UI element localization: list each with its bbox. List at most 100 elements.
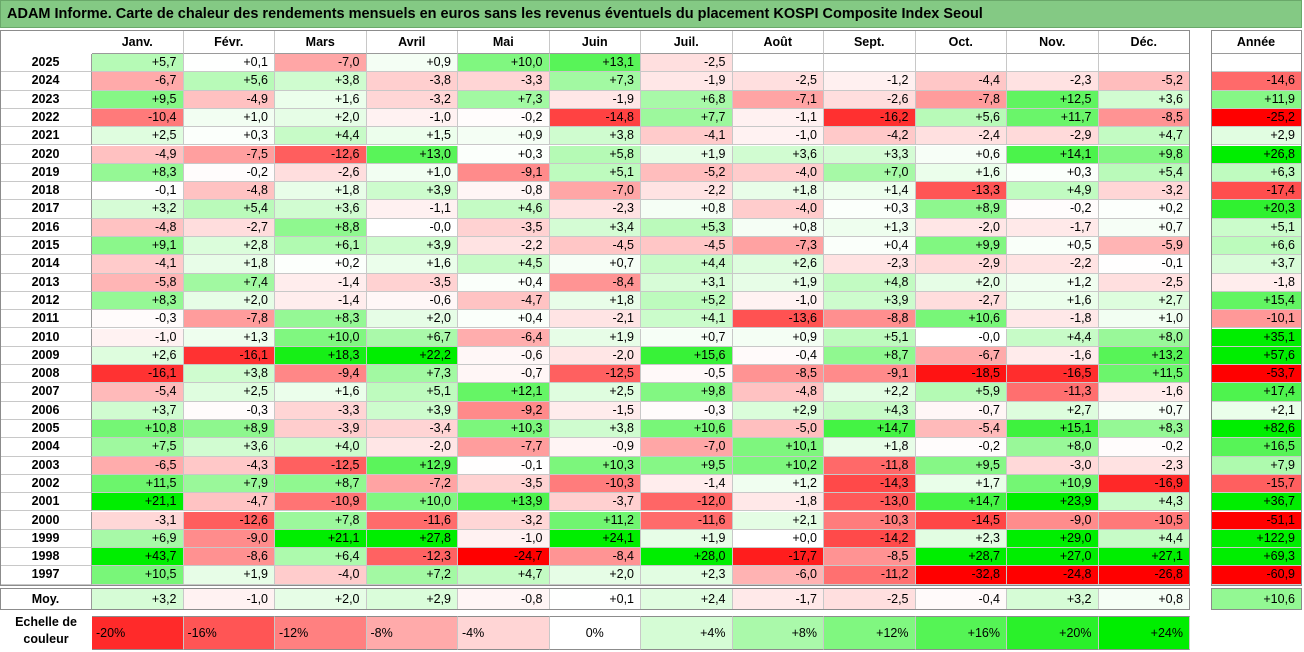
heatmap-cell: +15,1 bbox=[1007, 420, 1099, 439]
heatmap-cell: +0,5 bbox=[1007, 237, 1099, 256]
heatmap-cell: +0,9 bbox=[458, 127, 550, 146]
average-cell: +3,2 bbox=[92, 587, 184, 610]
average-cell: -1,0 bbox=[183, 587, 275, 610]
heatmap-cell: +7,5 bbox=[92, 438, 184, 457]
heatmap-cell: +28,7 bbox=[915, 548, 1007, 567]
heatmap-cell: -1,4 bbox=[641, 474, 733, 494]
heatmap-cell: +1,9 bbox=[641, 145, 733, 164]
heatmap-cell: +1,0 bbox=[1098, 310, 1190, 329]
heatmap-cell: -0,0 bbox=[915, 328, 1007, 347]
heatmap-cell: +27,1 bbox=[1098, 548, 1190, 567]
heatmap-cell: +0,2 bbox=[275, 255, 367, 274]
heatmap-cell: -3,4 bbox=[366, 420, 458, 439]
heatmap-cell: +1,4 bbox=[824, 182, 916, 201]
annual-cell: -60,9 bbox=[1211, 566, 1302, 585]
heatmap-cell: +10,3 bbox=[458, 420, 550, 439]
heatmap-cell: +0,6 bbox=[915, 145, 1007, 164]
heatmap-cell: +0,3 bbox=[458, 145, 550, 164]
heatmap-cell: +4,4 bbox=[641, 255, 733, 274]
heatmap-cell: -2,3 bbox=[1098, 456, 1190, 475]
heatmap-cell: -4,5 bbox=[641, 237, 733, 256]
heatmap-cell: +12,5 bbox=[1007, 90, 1099, 109]
heatmap-cell: -0,1 bbox=[92, 182, 184, 201]
heatmap-cell: +7,8 bbox=[275, 511, 367, 530]
heatmap-cell: -8,4 bbox=[549, 548, 641, 567]
heatmap-cell: +9,1 bbox=[92, 237, 184, 256]
heatmap-cell: +2,3 bbox=[641, 566, 733, 585]
heatmap-cell: -3,8 bbox=[366, 72, 458, 91]
heatmap-cell: -1,5 bbox=[549, 401, 641, 420]
heatmap-cell: -12,0 bbox=[641, 493, 733, 512]
heatmap-cell: +13,0 bbox=[366, 145, 458, 164]
heatmap-cell: +9,5 bbox=[641, 456, 733, 475]
heatmap-cell: -10,4 bbox=[92, 108, 184, 128]
heatmap-cell: +2,0 bbox=[366, 310, 458, 329]
year-label: 2009 bbox=[0, 346, 92, 366]
heatmap-cell: +8,3 bbox=[1098, 420, 1190, 439]
heatmap-cell: -1,9 bbox=[641, 72, 733, 91]
heatmap-cell: -17,7 bbox=[732, 548, 824, 567]
heatmap-cell: +10,8 bbox=[92, 420, 184, 439]
year-label: 2017 bbox=[0, 200, 92, 219]
heatmap-cell: -1,7 bbox=[1007, 218, 1099, 237]
heatmap-cell: +27,0 bbox=[1007, 548, 1099, 567]
year-label: 2024 bbox=[0, 72, 92, 91]
heatmap-cell: +0,2 bbox=[1098, 200, 1190, 219]
heatmap-cell: -7,3 bbox=[732, 237, 824, 256]
heatmap-cell: +28,0 bbox=[641, 548, 733, 567]
heatmap-cell: +10,0 bbox=[366, 493, 458, 512]
heatmap-cell: +8,3 bbox=[92, 291, 184, 311]
heatmap-cell: -5,9 bbox=[1098, 237, 1190, 256]
heatmap-cell: +9,8 bbox=[1098, 145, 1190, 164]
heatmap-cell: -2,3 bbox=[549, 200, 641, 219]
heatmap-cell: -2,5 bbox=[1098, 273, 1190, 292]
heatmap-cell: -2,7 bbox=[915, 291, 1007, 311]
heatmap-cell: -10,5 bbox=[1098, 511, 1190, 530]
heatmap-cell: +2,0 bbox=[183, 291, 275, 311]
scale-step: +8% bbox=[732, 616, 824, 650]
heatmap-cell: +0,3 bbox=[824, 200, 916, 219]
heatmap-cell: +7,7 bbox=[641, 108, 733, 128]
heatmap-cell: +14,7 bbox=[824, 420, 916, 439]
heatmap-cell: +5,1 bbox=[549, 163, 641, 183]
heatmap-cell: -0,8 bbox=[458, 182, 550, 201]
heatmap-cell: -2,0 bbox=[549, 346, 641, 366]
heatmap-cell: -8,6 bbox=[183, 548, 275, 567]
heatmap-cell: +8,9 bbox=[915, 200, 1007, 219]
heatmap-cell: -11,6 bbox=[641, 511, 733, 530]
heatmap-cell: -4,3 bbox=[183, 456, 275, 475]
heatmap-cell: -4,8 bbox=[92, 218, 184, 237]
heatmap-cell: -4,4 bbox=[915, 72, 1007, 91]
heatmap-cell: -8,5 bbox=[824, 548, 916, 567]
heatmap-cell: -1,0 bbox=[732, 127, 824, 146]
heatmap-cell: +2,1 bbox=[732, 511, 824, 530]
heatmap-cell: +4,4 bbox=[275, 127, 367, 146]
heatmap-cell: -0,9 bbox=[549, 438, 641, 457]
heatmap-cell: +3,9 bbox=[824, 291, 916, 311]
heatmap-cell: -2,4 bbox=[915, 127, 1007, 146]
heatmap-cell: -4,5 bbox=[549, 237, 641, 256]
month-header: Janv. bbox=[92, 30, 184, 54]
annual-cell: +17,4 bbox=[1211, 383, 1302, 402]
heatmap-cell: -1,6 bbox=[1007, 346, 1099, 366]
heatmap-cell: -5,2 bbox=[1098, 72, 1190, 91]
month-header: Juin bbox=[549, 30, 641, 54]
heatmap-cell: +2,0 bbox=[275, 108, 367, 128]
heatmap-cell: -3,2 bbox=[458, 511, 550, 530]
scale-step: +12% bbox=[824, 616, 916, 650]
heatmap-cell: -0,1 bbox=[458, 456, 550, 475]
year-label: 2004 bbox=[0, 438, 92, 457]
heatmap-cell: +5,7 bbox=[92, 54, 184, 73]
heatmap-cell: +4,9 bbox=[1007, 182, 1099, 201]
average-cell: +3,2 bbox=[1007, 587, 1099, 610]
annual-cell: +57,6 bbox=[1211, 346, 1302, 366]
heatmap-cell: +3,2 bbox=[92, 200, 184, 219]
heatmap-cell: +3,8 bbox=[183, 365, 275, 384]
year-label: 2016 bbox=[0, 218, 92, 237]
heatmap-cell: +0,8 bbox=[732, 218, 824, 237]
heatmap-cell: +12,1 bbox=[458, 383, 550, 402]
heatmap-cell: +4,1 bbox=[641, 310, 733, 329]
chart-title: ADAM Informe. Carte de chaleur des rende… bbox=[7, 6, 983, 22]
heatmap-cell: -2,3 bbox=[1007, 72, 1099, 91]
heatmap-cell: +4,0 bbox=[275, 438, 367, 457]
